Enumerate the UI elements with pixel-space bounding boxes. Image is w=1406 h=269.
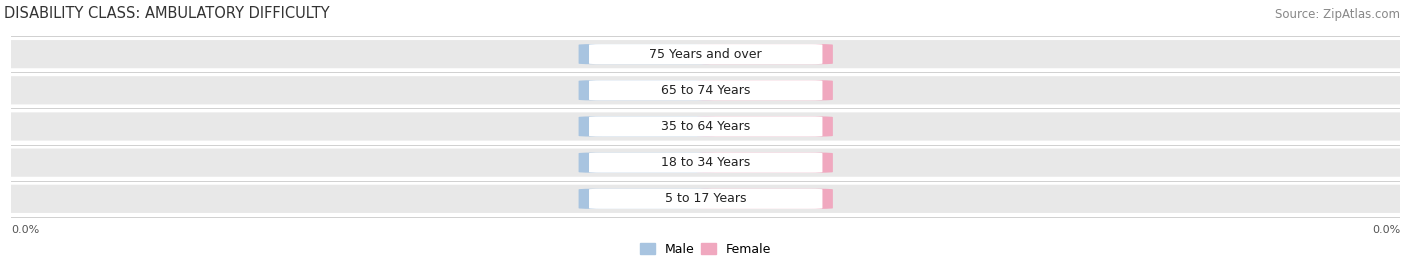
FancyBboxPatch shape [697,44,832,64]
FancyBboxPatch shape [589,153,823,173]
Text: 0.0%: 0.0% [749,158,780,168]
Text: 0.0%: 0.0% [631,158,662,168]
Text: 0.0%: 0.0% [1372,225,1400,235]
Text: 0.0%: 0.0% [631,85,662,95]
FancyBboxPatch shape [589,116,823,137]
Text: 0.0%: 0.0% [749,122,780,132]
FancyBboxPatch shape [0,76,1406,104]
FancyBboxPatch shape [697,116,832,137]
Text: 65 to 74 Years: 65 to 74 Years [661,84,751,97]
FancyBboxPatch shape [589,80,823,100]
FancyBboxPatch shape [579,44,714,64]
FancyBboxPatch shape [697,189,832,209]
FancyBboxPatch shape [579,153,714,173]
Legend: Male, Female: Male, Female [636,238,776,261]
FancyBboxPatch shape [0,112,1406,141]
FancyBboxPatch shape [579,80,714,100]
FancyBboxPatch shape [589,44,823,64]
FancyBboxPatch shape [0,148,1406,177]
FancyBboxPatch shape [589,189,823,209]
FancyBboxPatch shape [579,116,714,137]
Text: 0.0%: 0.0% [749,85,780,95]
Text: 0.0%: 0.0% [749,194,780,204]
Text: 0.0%: 0.0% [631,49,662,59]
Text: 0.0%: 0.0% [11,225,39,235]
FancyBboxPatch shape [579,189,714,209]
Text: 18 to 34 Years: 18 to 34 Years [661,156,751,169]
Text: 0.0%: 0.0% [631,194,662,204]
FancyBboxPatch shape [0,185,1406,213]
Text: 75 Years and over: 75 Years and over [650,48,762,61]
Text: 35 to 64 Years: 35 to 64 Years [661,120,751,133]
Text: Source: ZipAtlas.com: Source: ZipAtlas.com [1275,8,1400,21]
FancyBboxPatch shape [0,40,1406,68]
Text: DISABILITY CLASS: AMBULATORY DIFFICULTY: DISABILITY CLASS: AMBULATORY DIFFICULTY [4,6,329,21]
Text: 0.0%: 0.0% [631,122,662,132]
FancyBboxPatch shape [697,153,832,173]
Text: 0.0%: 0.0% [749,49,780,59]
Text: 5 to 17 Years: 5 to 17 Years [665,192,747,205]
FancyBboxPatch shape [697,80,832,100]
